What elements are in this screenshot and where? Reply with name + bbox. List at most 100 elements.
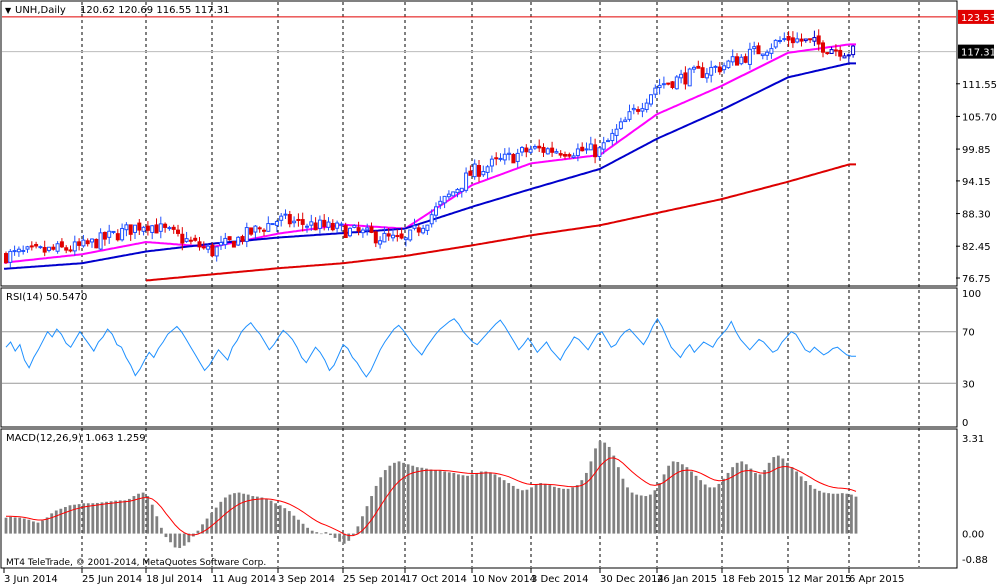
macd-bar (822, 492, 826, 534)
candle-body (446, 193, 451, 198)
macd-signal-line (6, 457, 857, 537)
candle-body (206, 245, 211, 250)
y-tick-label: 82.45 (962, 242, 991, 253)
copyright-footer: MT4 TeleTrade, © 2001-2014, MetaQuotes S… (6, 558, 266, 568)
macd-bar (237, 492, 241, 534)
macd-bar (639, 495, 643, 534)
candle-body (98, 232, 103, 250)
macd-bar (59, 508, 63, 534)
macd-bar (383, 470, 387, 534)
ohlc-header: 120.62 120.69 116.55 117.31 (80, 5, 230, 16)
candle-body (459, 187, 464, 192)
candle-body (47, 246, 51, 251)
candle-body (107, 230, 112, 238)
macd-bar (516, 488, 520, 534)
macd-bar (365, 506, 369, 534)
candle-body (472, 163, 477, 178)
macd-bar (552, 486, 556, 534)
candle-body (778, 39, 782, 42)
candle-body (571, 155, 576, 158)
macd-bar (571, 487, 575, 534)
candle-body (158, 223, 163, 232)
macd-bar (114, 500, 118, 534)
candle-body (455, 188, 460, 194)
highlight-level-badge (958, 9, 994, 24)
macd-bar (214, 507, 218, 534)
macd-bar (708, 487, 712, 534)
candle-body (575, 148, 580, 157)
candle-body (593, 144, 598, 158)
macd-bar (694, 475, 698, 534)
macd-bar (333, 533, 337, 538)
macd-bar (808, 485, 812, 534)
candle-body (335, 222, 340, 229)
candle-body (51, 246, 56, 250)
macd-bar (228, 494, 232, 534)
candle-body (197, 241, 202, 248)
macd-bar (575, 485, 579, 534)
macd-bar (338, 533, 342, 542)
candle-body (111, 230, 116, 233)
candle-body (227, 236, 232, 241)
rsi-line (5, 317, 856, 378)
macd-bar (22, 518, 26, 534)
candle-body (627, 111, 632, 120)
macd-bar (502, 480, 506, 534)
candle-body (378, 240, 383, 245)
macd-bar (329, 533, 332, 536)
candle-body (266, 223, 271, 232)
candle-body (326, 221, 331, 228)
macd-bar (598, 441, 602, 534)
candle-body (618, 121, 623, 129)
candle-body (399, 233, 404, 239)
x-tick-label: 30 Dec 2014 (600, 574, 664, 585)
candle-body (709, 66, 714, 76)
candle-body (360, 229, 365, 234)
symbol-menu-icon[interactable]: ▼ (5, 6, 12, 15)
macd-bar (393, 462, 396, 534)
macd-bar (662, 474, 666, 534)
macd-bar (118, 500, 122, 534)
macd-bar (406, 464, 410, 534)
macd-bar (621, 478, 625, 534)
candle-body (270, 223, 275, 226)
macd-bar (292, 515, 296, 534)
candle-body (343, 225, 348, 239)
macd-bar (73, 504, 76, 534)
macd-bar (201, 524, 204, 534)
candle-body (176, 229, 180, 234)
macd-y-tick-label: 0.00 (962, 530, 984, 541)
candle-body (692, 66, 696, 70)
macd-bar (813, 488, 817, 534)
candle-body (696, 65, 701, 69)
candle-body (184, 238, 189, 242)
x-tick-label: 10 Nov 2014 (472, 574, 536, 585)
candle-body (554, 151, 559, 154)
candle-body (171, 226, 176, 230)
candle-body (403, 237, 408, 241)
macd-bar (173, 533, 177, 548)
rsi-panel (0, 287, 958, 428)
macd-bar (690, 471, 693, 534)
macd-bar (164, 533, 168, 538)
candle-body (120, 228, 125, 241)
candle-body (584, 148, 589, 151)
candle-body (137, 222, 142, 231)
candle-body (653, 87, 658, 95)
candle-body (429, 214, 434, 225)
candle-body (739, 56, 744, 65)
macd-bar (658, 483, 661, 534)
y-tick-label: 76.75 (962, 274, 991, 285)
macd-bar (616, 467, 620, 534)
candle-body (352, 224, 357, 228)
candle-body (322, 219, 327, 227)
macd-bar (420, 467, 424, 534)
macd-bar (374, 485, 378, 534)
macd-bar (557, 487, 561, 534)
candle-body (12, 250, 17, 253)
macd-bar (767, 462, 771, 534)
candle-body (4, 253, 8, 263)
macd-bar (32, 521, 35, 534)
x-tick-label: 18 Feb 2015 (722, 574, 784, 585)
